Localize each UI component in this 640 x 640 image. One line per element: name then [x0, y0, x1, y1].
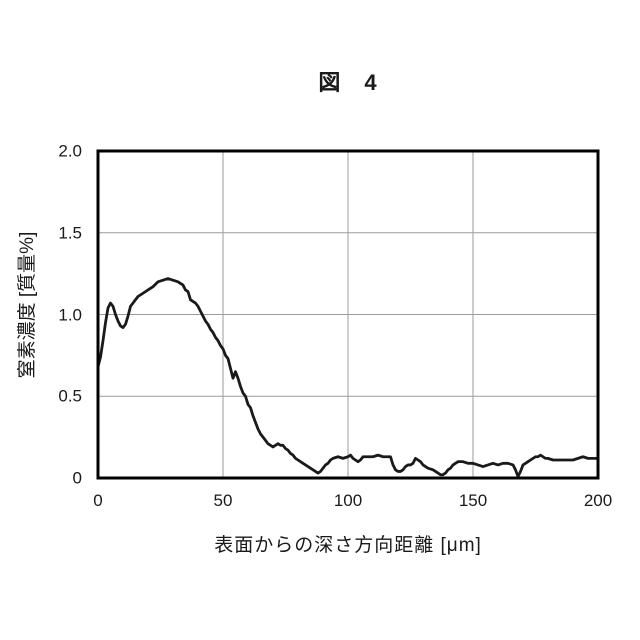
plot-frame [96, 149, 600, 480]
y-tick-label: 0 [72, 468, 82, 488]
y-axis-title: 窒素濃度 [質量%] [17, 231, 38, 379]
x-tick-label: 0 [93, 491, 103, 510]
x-tick-label: 150 [458, 491, 488, 510]
line-chart [96, 149, 600, 480]
y-tick-label: 1.0 [58, 305, 82, 324]
x-axis-title: 表面からの深さ方向距離 [μm] [214, 535, 482, 556]
y-tick-label: 1.5 [58, 223, 82, 243]
figure-title: 図 4 [318, 70, 378, 95]
data-series-line [96, 277, 600, 478]
x-tick-label: 50 [213, 491, 233, 510]
x-tick-label: 200 [583, 491, 613, 510]
x-tick-label: 100 [333, 491, 363, 510]
y-tick-label: 2.0 [58, 141, 82, 161]
y-tick-label: 0.5 [58, 386, 82, 406]
